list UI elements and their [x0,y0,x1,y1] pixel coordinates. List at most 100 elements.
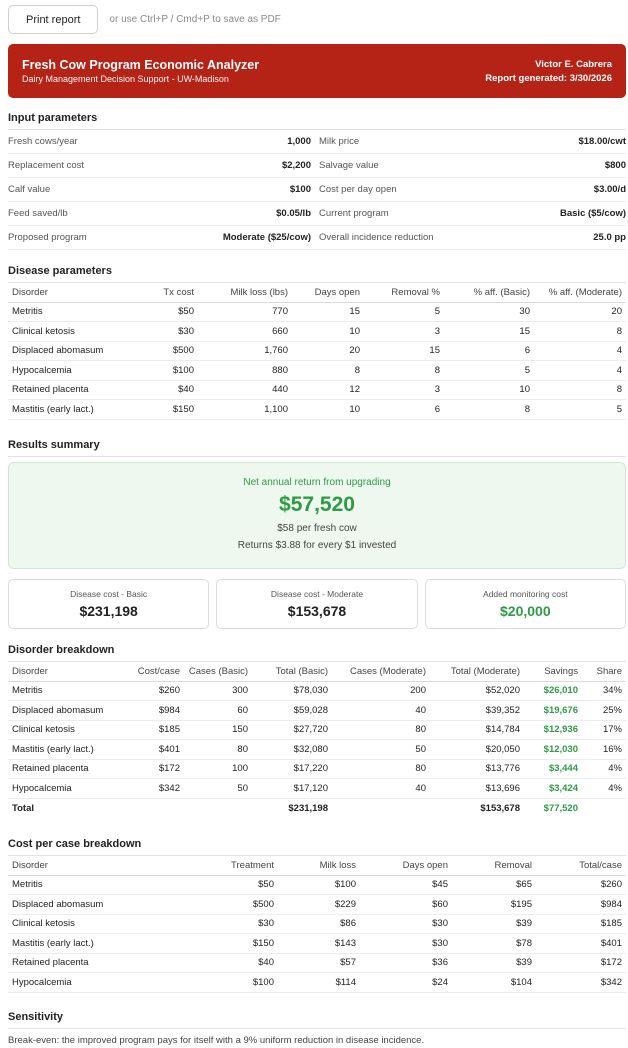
table-cell: $100 [278,875,360,895]
column-header: Cases (Basic) [184,662,252,682]
table-row: Retained placenta $172 100 $17,220 80 $13,776… [8,759,626,779]
param-row: Current program Basic ($5/cow) [315,202,626,226]
table-row: Hypocalcemia $342 50 $17,120 40 $13,696 $3,424… [8,778,626,799]
param-row: Cost per day open $3.00/d [315,178,626,202]
total-cell [582,797,626,818]
table-cell: $401 [536,933,626,954]
disorder-breakdown-section: Disorder breakdown Disorder Cost/case Case… [8,642,626,818]
net-return-panel: Net annual return from upgrading $57,520… [8,462,626,569]
cost-per-case-table: Disorder Treatment Milk loss Days open Remov… [8,856,626,993]
column-header: Disorder [8,662,120,682]
table-cell: $24 [360,972,452,993]
disorder-name: Hypocalcemia [8,972,158,993]
table-cell: $65 [452,875,536,895]
table-cell: 5 [364,302,444,322]
table-cell: 17% [582,720,626,740]
table-cell: $40 [138,380,198,400]
disorder-name: Metritis [8,681,120,701]
disorder-name: Clinical ketosis [8,321,138,342]
card-added-monitoring-cost: Added monitoring cost $20,000 [424,579,626,629]
disorder-name: Clinical ketosis [8,720,120,740]
total-cell: $231,198 [252,797,332,818]
param-row: Fresh cows/year 1,000 [8,130,315,154]
table-cell: 80 [332,720,430,740]
table-cell: $500 [138,341,198,361]
card-disease-cost-basic: Disease cost - Basic $231,198 [8,579,210,629]
table-cell: $45 [360,875,452,895]
card-value: $231,198 [79,603,138,619]
param-label: Salvage value [319,160,379,171]
sensitivity-title: Sensitivity [8,1009,626,1029]
table-cell: $78,030 [252,681,332,701]
table-cell: 25% [582,700,626,721]
param-row: Proposed program Moderate ($25/cow) [8,226,315,250]
table-cell: 15 [444,321,534,342]
table-cell: 880 [198,360,292,381]
cost-cards: Disease cost - Basic $231,198 Disease co… [8,579,626,629]
table-cell: $39 [452,914,536,934]
table-cell: $229 [278,894,360,915]
table-cell: 8 [364,360,444,381]
print-report-button[interactable]: Print report [8,5,99,34]
table-cell: $3,444 [524,759,582,779]
input-parameters-grid: Fresh cows/year 1,000 Milk price $18.00/cwt… [8,130,626,250]
param-label: Current program [319,208,389,219]
net-return-value: $57,520 [279,493,355,516]
table-cell: 20 [292,341,364,361]
table-cell: 4% [582,759,626,779]
param-row: Feed saved/lb $0.05/lb [8,202,315,226]
table-cell: $50 [158,875,278,895]
table-cell: 10 [292,399,364,420]
table-cell: $342 [120,778,184,799]
card-disease-cost-moderate: Disease cost - Moderate $153,678 [216,579,418,629]
param-row: Replacement cost $2,200 [8,154,315,178]
table-row: Retained placenta $40 440 12 3 10 8 [8,380,626,400]
column-header: Total (Moderate) [430,662,524,682]
table-cell: $52,020 [430,681,524,701]
table-cell: $12,030 [524,739,582,760]
card-value: $153,678 [287,603,347,619]
column-header: Removal % [364,283,444,303]
card-value: $20,000 [500,603,551,619]
param-label: Replacement cost [8,160,85,171]
table-cell: $12,936 [524,720,582,740]
table-cell: 8 [534,321,626,342]
table-cell: 150 [184,720,252,740]
disorder-name: Displaced abomasum [8,341,138,361]
disorder-name: Retained placenta [8,759,120,779]
column-header: Savings [524,662,582,682]
disorder-name: Displaced abomasum [8,894,158,915]
param-value: $2,200 [281,160,311,171]
cost-per-case-title: Cost per case breakdown [8,836,626,856]
column-header: Total/case [536,856,626,876]
param-label: Calf value [8,184,51,195]
table-cell: 15 [292,302,364,322]
disorder-name: Mastitis (early lact.) [8,739,120,760]
table-cell: 8 [534,380,626,400]
disorder-name: Retained placenta [8,953,158,973]
table-cell: 4% [582,778,626,799]
param-value: $100 [289,184,311,195]
param-value: $800 [604,160,626,171]
column-header: Total (Basic) [252,662,332,682]
param-label: Feed saved/lb [8,208,68,219]
param-value: Basic ($5/cow) [560,208,626,219]
param-label: Proposed program [8,232,87,243]
table-cell: 440 [198,380,292,400]
table-cell: 8 [444,399,534,420]
sensitivity-section: Sensitivity Break-even: the improved pro… [8,1009,626,1046]
table-row: Displaced abomasum $984 60 $59,028 40 $39,352… [8,700,626,721]
card-label: Disease cost - Basic [70,589,148,599]
table-cell: $32,080 [252,739,332,760]
input-parameters-section: Input parameters Fresh cows/year 1,000 Mil… [8,110,626,250]
table-cell: 30 [444,302,534,322]
table-cell: $401 [120,739,184,760]
table-cell: $104 [452,972,536,993]
table-cell: 5 [534,399,626,420]
table-cell: $86 [278,914,360,934]
param-row: Salvage value $800 [315,154,626,178]
results-summary-section: Results summary [8,437,626,457]
table-row: Retained placenta $40 $57 $36 $39 $172 [8,953,626,973]
total-cell: $77,520 [524,797,582,818]
author-name: Victor E. Cabrera [535,58,612,70]
